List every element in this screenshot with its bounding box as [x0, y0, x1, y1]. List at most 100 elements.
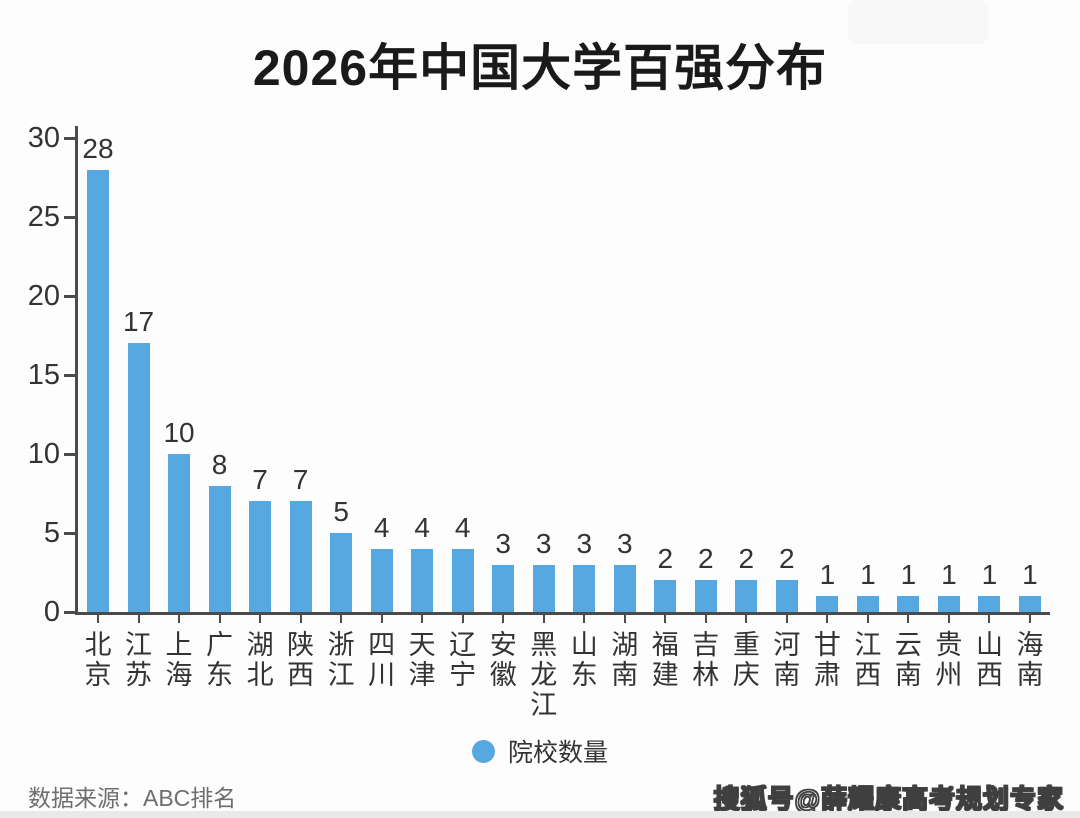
bar — [208, 485, 231, 612]
bar — [87, 169, 109, 612]
y-axis-tick — [64, 453, 75, 456]
y-axis-tick-label: 5 — [43, 517, 60, 549]
x-axis-tick — [826, 615, 829, 623]
y-axis-tick-label: 20 — [27, 280, 60, 312]
x-axis-category-label: 山 西 — [975, 630, 1003, 690]
bar-value-label: 2 — [738, 543, 755, 575]
bar-value-label: 2 — [657, 543, 674, 575]
bottom-strip — [0, 811, 1080, 818]
bar — [532, 564, 555, 612]
bar — [816, 596, 839, 612]
y-axis-tick — [64, 374, 75, 377]
x-axis-category-label: 北 京 — [84, 630, 112, 690]
bar-value-label: 1 — [1022, 559, 1038, 591]
x-axis-category-label: 天 津 — [408, 630, 436, 690]
x-axis-tick — [97, 615, 99, 623]
x-axis-tick — [947, 615, 950, 623]
x-axis-tick — [866, 615, 869, 623]
bar-value-label: 3 — [495, 527, 511, 559]
x-axis-category-label: 甘 肃 — [813, 630, 841, 690]
y-axis-tick — [64, 532, 75, 535]
x-axis-category-label: 河 南 — [773, 630, 801, 690]
x-axis-category-label: 海 南 — [1016, 630, 1044, 690]
x-axis-tick — [583, 615, 586, 623]
x-axis-tick — [461, 615, 464, 623]
x-axis-category-label: 云 南 — [894, 630, 922, 690]
bar-value-label: 3 — [535, 527, 552, 559]
bar-value-label: 1 — [819, 559, 836, 591]
bar-value-label: 1 — [860, 559, 876, 591]
bar-value-label: 3 — [616, 527, 633, 559]
y-axis-tick — [64, 295, 75, 298]
bar-value-label: 1 — [981, 559, 998, 591]
x-axis-tick — [259, 615, 262, 623]
removed-watermark-patch — [848, 0, 988, 44]
x-axis-category-label: 江 苏 — [125, 630, 153, 690]
x-axis-category-label: 四 川 — [368, 630, 396, 690]
bar — [330, 533, 353, 612]
x-axis-tick — [421, 615, 424, 623]
x-axis-category-label: 陕 西 — [287, 630, 315, 690]
y-axis-tick-label: 0 — [43, 596, 60, 628]
x-axis-category-label: 山 东 — [570, 630, 598, 690]
x-axis-line — [75, 612, 1050, 615]
x-axis-tick — [907, 615, 910, 623]
chart-title: 2026年中国大学百强分布 — [252, 40, 828, 96]
sohu-account-watermark: 搜狐号@薛耀康高考规划专家 — [713, 783, 1064, 814]
x-axis-tick — [137, 615, 140, 623]
bar-value-label: 4 — [454, 511, 471, 543]
bar-value-label: 5 — [333, 496, 349, 527]
bar — [735, 580, 758, 612]
bar — [937, 596, 960, 612]
legend-circle-marker-icon — [471, 739, 495, 763]
x-axis-tick — [299, 615, 302, 623]
x-axis-tick — [178, 615, 181, 623]
bar-value-label: 8 — [211, 448, 228, 480]
x-axis-tick — [988, 615, 991, 623]
x-axis-tick — [664, 615, 667, 623]
y-axis-tick — [64, 611, 75, 614]
data-source-label: 数据来源：ABC排名 — [28, 785, 237, 811]
bar-value-label: 7 — [292, 464, 309, 496]
x-axis-tick — [785, 615, 788, 623]
bar-value-label: 2 — [698, 543, 714, 575]
bar — [451, 548, 474, 612]
bar-value-label: 28 — [82, 132, 114, 164]
y-axis-tick-label: 25 — [27, 201, 60, 233]
bar — [249, 501, 272, 612]
x-axis-category-label: 福 建 — [651, 630, 679, 690]
x-axis-category-label: 吉 林 — [692, 630, 720, 690]
x-axis-tick — [502, 615, 505, 623]
x-axis-tick — [1028, 615, 1031, 623]
bar-value-label: 1 — [941, 559, 957, 591]
x-axis-category-label: 黑 龙 江 — [530, 630, 558, 720]
bar — [775, 580, 798, 612]
bar — [978, 596, 1001, 612]
bar — [694, 580, 717, 612]
x-axis-category-label: 浙 江 — [327, 630, 355, 690]
y-axis-tick-label: 15 — [27, 359, 60, 391]
bar — [289, 501, 312, 612]
x-axis-tick — [340, 615, 343, 623]
bar-value-label: 2 — [779, 543, 795, 575]
x-axis-tick — [542, 615, 545, 623]
bar — [411, 548, 434, 612]
bar — [370, 548, 393, 612]
y-axis-tick — [64, 137, 75, 140]
x-axis-tick — [704, 615, 707, 623]
bar — [573, 564, 596, 612]
x-axis-category-label: 广 东 — [206, 630, 234, 690]
x-axis-category-label: 贵 州 — [935, 630, 963, 690]
y-axis-tick — [64, 216, 75, 219]
bar-value-label: 7 — [252, 464, 268, 496]
bar-value-label: 3 — [576, 527, 593, 559]
x-axis-tick — [745, 615, 748, 623]
x-axis-tick — [218, 615, 221, 623]
bar — [897, 596, 920, 612]
bar — [168, 454, 191, 612]
bar — [127, 343, 150, 612]
x-axis-category-label: 江 西 — [854, 630, 882, 690]
bar — [613, 564, 636, 612]
legend: 院校数量 — [0, 733, 1080, 769]
